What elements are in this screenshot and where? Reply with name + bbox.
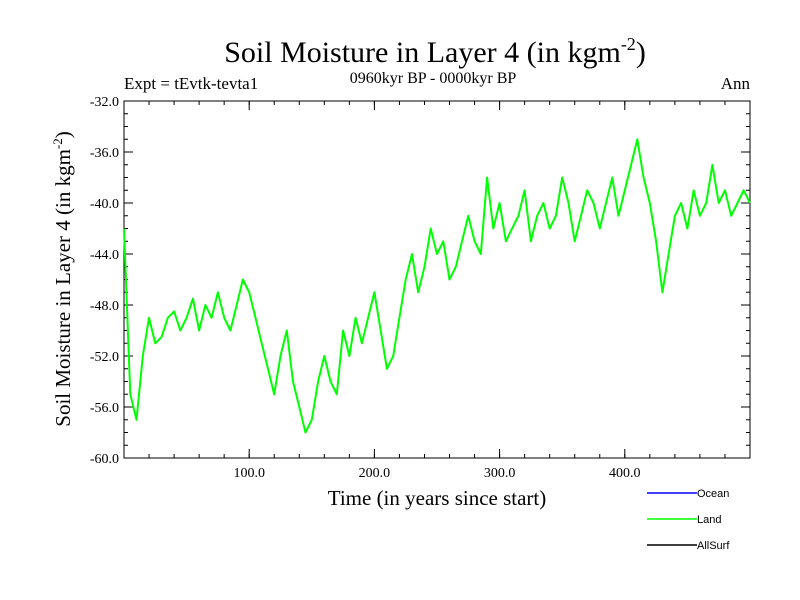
y-tick-label: -40.0 [90, 197, 119, 212]
y-tick-label: -32.0 [90, 95, 119, 110]
chart-subtitle: 0960kyr BP - 0000kyr BP [350, 70, 517, 87]
major-ticks [124, 100, 750, 459]
y-axis-label: Soil Moisture in Layer 4 (in kgm-2) [50, 131, 75, 426]
land-series-line [123, 138, 751, 434]
x-axis-label: Time (in years since start) [328, 486, 547, 510]
x-tick-label: 200.0 [359, 466, 391, 481]
legend-label-allsurf: AllSurf [697, 540, 730, 552]
y-axis-label-text: Soil Moisture in Layer 4 (in kgm [51, 149, 75, 427]
legend-label-ocean: Ocean [697, 488, 729, 500]
plot-frame [123, 100, 751, 459]
chart-title-text: Soil Moisture in Layer 4 (in kgm [224, 36, 621, 69]
x-tick-label: 100.0 [233, 466, 265, 481]
legend-label-land: Land [697, 514, 721, 526]
y-tick-label: -56.0 [90, 401, 119, 416]
y-axis-label-close: ) [51, 131, 75, 138]
minor-ticks [124, 100, 750, 459]
y-tick-labels: -32.0 -36.0 -40.0 -44.0 -48.0 -52.0 -56.0 -60.0 [90, 95, 119, 467]
y-tick-label: -52.0 [90, 350, 119, 365]
season-label: Ann [721, 74, 751, 93]
experiment-label: Expt = tEvtk-tevta1 [124, 74, 258, 93]
y-tick-label: -44.0 [90, 248, 119, 263]
chart-title-close: ) [636, 36, 646, 69]
legend: Ocean Land AllSurf [647, 488, 730, 552]
x-tick-label: 300.0 [484, 466, 516, 481]
y-tick-label: -60.0 [90, 452, 119, 467]
x-tick-label: 400.0 [609, 466, 641, 481]
y-tick-label: -36.0 [90, 146, 119, 161]
y-tick-label: -48.0 [90, 299, 119, 314]
x-tick-labels: 100.0 200.0 300.0 400.0 [233, 466, 640, 481]
y-axis-label-superscript: -2 [50, 138, 65, 149]
chart-title-superscript: -2 [621, 34, 636, 54]
chart-title: Soil Moisture in Layer 4 (in kgm-2) [224, 34, 646, 69]
